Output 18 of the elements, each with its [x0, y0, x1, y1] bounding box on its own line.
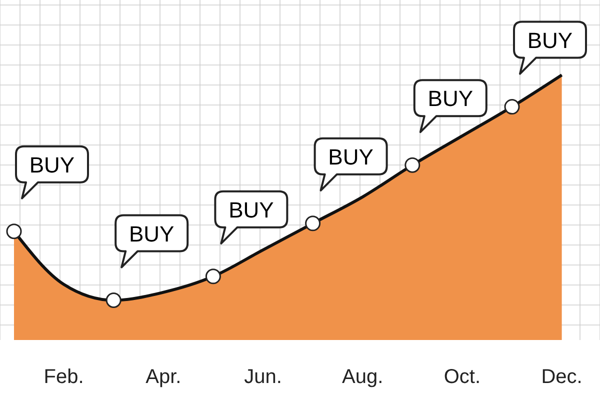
text: BUY	[527, 28, 573, 53]
x-tick-label: Feb.	[44, 366, 84, 388]
point	[6, 224, 22, 240]
point	[106, 292, 122, 308]
point	[305, 216, 321, 232]
annotation: BUY	[29, 152, 75, 178]
point	[205, 268, 221, 284]
x-tick-label: Apr.	[146, 366, 182, 388]
annotation: BUY	[128, 221, 175, 246]
point	[404, 157, 420, 173]
annotation: BUY	[428, 86, 474, 112]
x-tick-label: Jun.	[244, 366, 282, 388]
x-tick-label: Oct.	[444, 366, 481, 388]
annotation: BUY	[328, 144, 374, 170]
point	[504, 99, 520, 115]
annotation: BUY	[228, 197, 274, 222]
x-tick-label: Aug.	[342, 366, 384, 388]
x-tick-label: Dec.	[541, 366, 582, 388]
